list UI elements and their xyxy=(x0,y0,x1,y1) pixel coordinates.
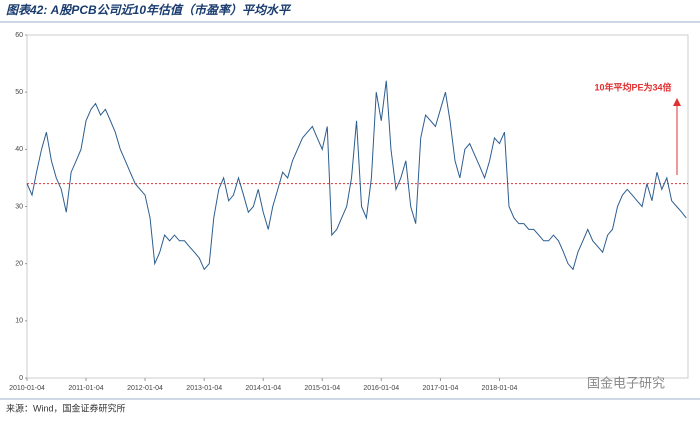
source: 来源：Wind，国金证券研究所 xyxy=(6,402,126,413)
annotation: 10年平均PE为34倍 xyxy=(594,81,671,92)
plot-frame xyxy=(26,34,689,379)
x-tick-label: 2012-01-04 xyxy=(127,385,163,392)
y-tick-label: 30 xyxy=(15,203,23,210)
y-tick-label: 60 xyxy=(15,32,23,39)
y-tick-label: 0 xyxy=(19,375,23,382)
x-tick-label: 2016-01-04 xyxy=(363,385,399,392)
x-tick-label: 2013-01-04 xyxy=(186,385,222,392)
x-tick-label: 2014-01-04 xyxy=(245,385,281,392)
y-tick-label: 10 xyxy=(15,318,23,325)
y-tick-label: 40 xyxy=(15,146,23,153)
y-tick-label: 50 xyxy=(15,89,23,96)
x-tick-label: 2015-01-04 xyxy=(304,385,340,392)
series-line xyxy=(26,80,687,271)
x-tick-label: 2018-01-04 xyxy=(482,385,518,392)
chart-title: 图表42: A股PCB公司近10年估值（市盈率）平均水平 xyxy=(6,3,292,17)
watermark: 国金电子研究 xyxy=(587,375,665,390)
x-tick-label: 2011-01-04 xyxy=(68,385,103,392)
y-tick-label: 20 xyxy=(15,261,23,268)
annotation-arrowhead xyxy=(673,98,681,106)
x-tick-label: 2010-01-04 xyxy=(9,385,45,392)
x-tick-label: 2017-01-04 xyxy=(423,385,459,392)
